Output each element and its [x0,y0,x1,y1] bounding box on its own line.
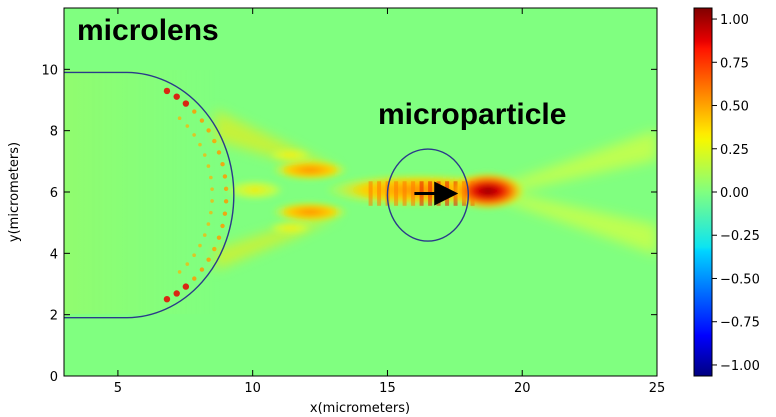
x-tick-label: 25 [649,381,666,396]
lens-dot [206,257,211,262]
lens-dot [202,233,207,237]
x-tick-label: 5 [114,381,122,396]
y-axis-label: y(micrometers) [7,142,22,242]
colorbar-tick-label: 1.00 [720,13,749,28]
colorbar-tick-label: −0.50 [720,272,760,287]
lens-dot [209,210,213,215]
lens-dot [192,109,197,114]
lens-dot [209,175,213,180]
microparticle-outline [386,148,470,242]
lens-dot [220,162,225,167]
lens-dot [199,118,205,123]
lens-dot [223,199,229,204]
lens-dot [177,116,182,120]
colorbar-tick-label: −0.25 [720,229,760,244]
y-tick-label: 10 [41,63,58,78]
microlens-outline [64,71,235,319]
x-axis-label: x(micrometers) [310,401,410,416]
y-tick-label: 2 [50,309,58,324]
y-tick-label: 4 [50,247,58,262]
lens-dot [163,87,171,95]
x-tick-label: 10 [244,381,261,396]
lens-dot [206,164,211,168]
lens-dot [206,128,211,133]
lens-dot [192,276,197,281]
lens-dot [173,93,180,100]
y-tick-label: 0 [50,370,58,385]
lens-interference [64,70,224,314]
x-tick-label: 15 [379,381,396,396]
beam-right [500,130,657,255]
lens-dot [216,150,222,155]
lens-dot [192,253,196,258]
lens-dot [199,267,205,272]
colorbar-tick-label: 0.25 [720,143,749,158]
lens-dot [173,290,180,297]
lens-dot [163,295,171,303]
colorbar-tick-label: −0.75 [720,316,760,331]
x-tick-label: 20 [514,381,531,396]
colorbar-ticks: 1.00 0.75 0.50 0.25 0.00 −0.25 −0.50 −0.75 −1.00 [712,13,760,374]
colorbar-tick-label: −1.00 [720,359,760,374]
lens-dot [202,153,207,157]
lens-dot [222,174,228,179]
annotation-microlens: microlens [77,14,219,47]
y-tick-label: 6 [50,186,58,201]
x-axis-ticks: 5 10 15 20 25 [114,8,666,396]
colorbar-tick-label: 0.75 [720,56,749,71]
lens-dot [198,243,202,248]
lens-dot [182,100,190,107]
y-axis-ticks: 0 2 4 6 8 10 [41,63,657,385]
lens-dot [210,199,214,203]
lens-dot [182,283,190,290]
lens-dot [210,187,214,191]
beam-stripe [394,181,399,206]
lens-dot [185,124,190,128]
lens-dot [216,235,222,240]
lens-dot [220,223,225,229]
hotspot-main [452,173,524,209]
beam-stripe [368,181,373,206]
lens-dot [192,133,196,137]
colorbar-tick-label: 0.50 [720,100,749,115]
focus-lower [268,202,348,234]
y-tick-label: 8 [50,125,58,140]
beam-stripe [377,181,382,206]
beam-stripe [402,181,407,206]
lens-dot [177,270,182,274]
beam-stripe [411,181,416,206]
lens-dot [222,211,228,216]
colorbar [693,7,713,377]
field-map [64,70,657,314]
annotation-microparticle: microparticle [378,98,566,131]
focus-upper [268,149,348,180]
lens-dot [198,142,202,147]
colorbar-tick-label: 0.00 [720,186,749,201]
lens-dot [206,222,211,226]
lens-dot [185,262,190,266]
